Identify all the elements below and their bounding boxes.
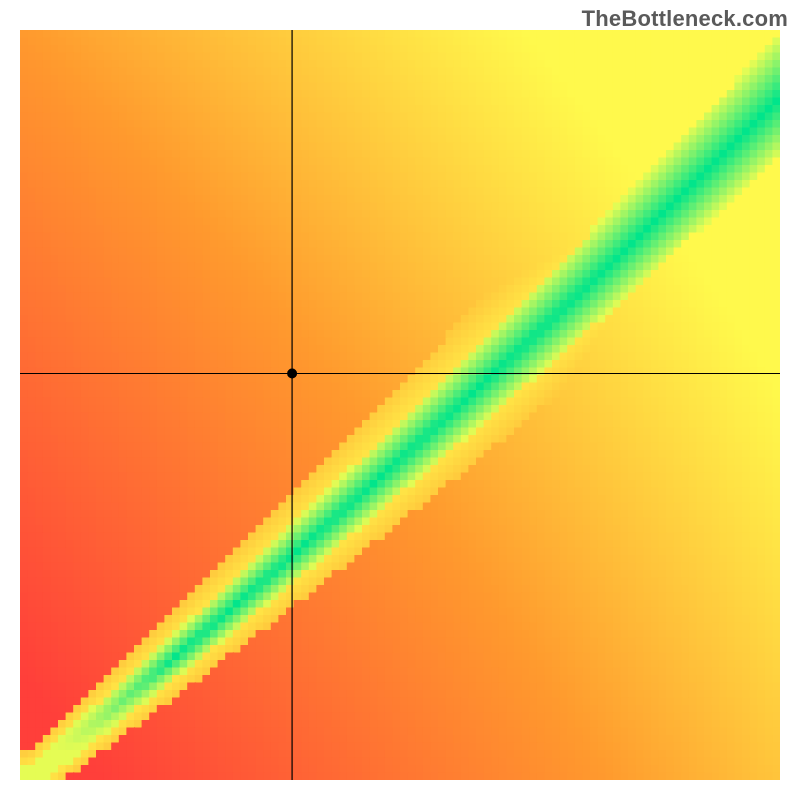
plot-area	[20, 30, 780, 780]
chart-container: TheBottleneck.com	[0, 0, 800, 800]
heatmap-canvas	[20, 30, 780, 780]
watermark-text: TheBottleneck.com	[582, 6, 788, 32]
